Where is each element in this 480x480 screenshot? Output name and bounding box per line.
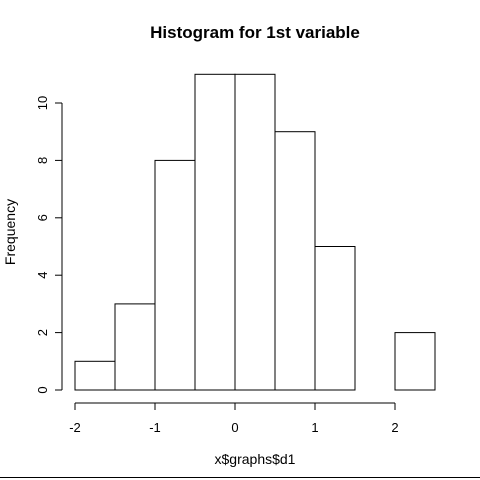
x-tick-label: 1 <box>311 420 318 435</box>
histogram-bar <box>315 247 355 391</box>
y-axis-label: Frequency <box>2 199 18 265</box>
y-tick-label: 6 <box>35 214 50 221</box>
x-tick-label: 2 <box>391 420 398 435</box>
histogram-bar <box>235 74 275 390</box>
bars-group <box>75 74 435 390</box>
histogram-bar <box>155 160 195 390</box>
y-tick-label: 8 <box>35 157 50 164</box>
histogram-bar <box>275 132 315 390</box>
bottom-rule <box>0 477 480 478</box>
y-axis: 0 2 4 6 8 10 <box>35 96 62 394</box>
histogram-bar <box>395 333 435 390</box>
y-tick-label: 4 <box>35 272 50 279</box>
chart-title: Histogram for 1st variable <box>150 23 360 42</box>
histogram-bar <box>75 361 115 390</box>
histogram-bar <box>195 74 235 390</box>
x-tick-label: 0 <box>231 420 238 435</box>
x-axis: -2 -1 0 1 2 <box>69 403 398 435</box>
y-tick-label: 0 <box>35 386 50 393</box>
x-tick-label: -1 <box>149 420 161 435</box>
x-axis-label: x$graphs$d1 <box>215 451 296 467</box>
y-tick-label: 2 <box>35 329 50 336</box>
x-tick-label: -2 <box>69 420 81 435</box>
histogram-bar <box>115 304 155 390</box>
y-tick-label: 10 <box>35 96 50 110</box>
